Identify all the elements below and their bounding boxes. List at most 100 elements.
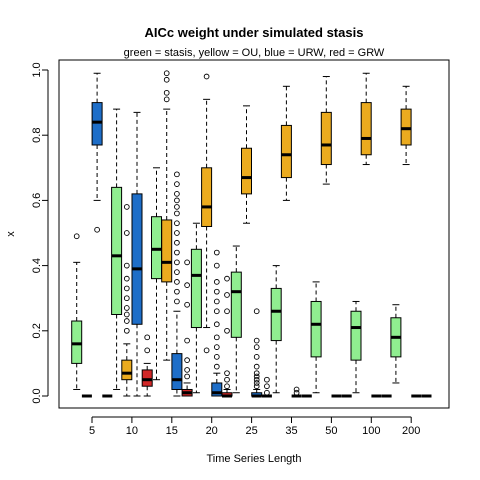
outlier-point (174, 249, 180, 256)
box-GRW-15 (181, 259, 193, 397)
outlier-point (213, 321, 220, 328)
outlier-point (174, 279, 180, 285)
box-body (141, 369, 153, 387)
outlier-point (163, 89, 170, 96)
box-URW-15 (171, 171, 183, 397)
box-body (211, 382, 223, 397)
outlier-point (184, 282, 190, 289)
box-OU-200 (400, 85, 412, 166)
outlier-point (264, 389, 270, 396)
outlier-point (213, 308, 220, 315)
outlier-point (123, 204, 130, 210)
outlier-point (144, 334, 151, 341)
outlier-point (224, 370, 230, 377)
x-tick-label: 35 (285, 425, 297, 437)
box-GRW-25 (261, 376, 272, 398)
outlier-point (213, 363, 220, 370)
outlier-point (94, 226, 100, 233)
outlier-point (174, 171, 180, 178)
x-tick-label: 200 (402, 425, 420, 437)
outlier-point (213, 334, 220, 341)
outlier-point (123, 275, 130, 282)
outlier-point (253, 308, 260, 315)
outlier-point (213, 262, 220, 269)
outlier-point (123, 311, 130, 318)
outlier-point (174, 197, 180, 204)
box-body (121, 359, 133, 381)
outlier-point (174, 210, 180, 217)
outlier-point (224, 292, 230, 298)
x-tick-label: 20 (206, 425, 218, 437)
box-stasis-50 (310, 281, 322, 394)
outlier-point (253, 383, 260, 390)
box-series (71, 70, 432, 398)
box-GRW-10 (141, 334, 153, 397)
box-OU-100 (360, 72, 372, 166)
outlier-point (293, 386, 300, 393)
outlier-point (264, 383, 270, 390)
box-body (111, 186, 123, 315)
y-tick-label: 1.0 (31, 62, 43, 77)
outlier-point (174, 220, 180, 227)
outlier-point (253, 370, 260, 377)
box-body (360, 102, 372, 156)
y-tick-label: 0.4 (31, 258, 43, 273)
box-stasis-20 (190, 222, 202, 394)
x-tick-label: 15 (166, 425, 178, 437)
box-OU-10 (121, 204, 133, 397)
y-axis: 0.0 0.2 0.4 0.6 0.8 1.0 (31, 62, 49, 404)
outlier-point (203, 347, 210, 354)
box-body (350, 310, 362, 361)
outlier-point (253, 376, 260, 383)
outlier-point (253, 363, 260, 370)
outlier-point (253, 337, 260, 344)
outlier-point (184, 337, 190, 344)
outlier-point (184, 367, 190, 373)
box-OU-20 (201, 73, 213, 354)
outlier-point (184, 301, 190, 308)
x-tick-label: 25 (245, 425, 257, 437)
box-body (320, 111, 332, 166)
box-body (171, 353, 183, 390)
box-URW-35 (291, 386, 302, 398)
outlier-point (123, 318, 130, 324)
outlier-point (224, 327, 230, 334)
y-tick-label: 0.8 (31, 128, 43, 143)
outlier-point (123, 305, 130, 311)
outlier-point (184, 373, 190, 380)
outlier-point (174, 298, 180, 305)
box-stasis-5 (71, 233, 83, 390)
box-body (230, 271, 242, 338)
box-URW-5 (91, 72, 103, 233)
box-GRW-20 (221, 275, 233, 398)
outlier-point (203, 73, 210, 80)
box-body (131, 193, 143, 325)
x-tick-label: 50 (325, 425, 337, 437)
box-URW-10 (131, 111, 143, 397)
outlier-point (174, 230, 180, 236)
x-tick-label: 100 (362, 425, 380, 437)
box-body (201, 167, 213, 227)
box-body (400, 108, 412, 146)
box-OU-35 (280, 85, 292, 201)
outlier-point (174, 288, 180, 295)
outlier-point (174, 191, 180, 197)
y-tick-label: 0.2 (31, 323, 43, 338)
outlier-point (184, 357, 190, 363)
x-axis: 5 10 15 20 25 35 50 100 200 (89, 416, 420, 437)
box-stasis-10 (111, 108, 123, 390)
box-stasis-35 (270, 265, 282, 394)
box-body (91, 102, 103, 146)
outlier-point (213, 279, 220, 285)
box-stasis-200 (390, 304, 402, 384)
x-tick-label: 10 (126, 425, 138, 437)
outlier-point (213, 298, 220, 305)
chart-title: AICc weight under simulated stasis (145, 25, 364, 40)
outlier-point (123, 295, 130, 302)
box-stasis-100 (350, 300, 362, 394)
y-tick-label: 0.0 (31, 388, 43, 403)
box-OU-25 (241, 105, 252, 224)
x-axis-label: Time Series Length (207, 453, 302, 465)
